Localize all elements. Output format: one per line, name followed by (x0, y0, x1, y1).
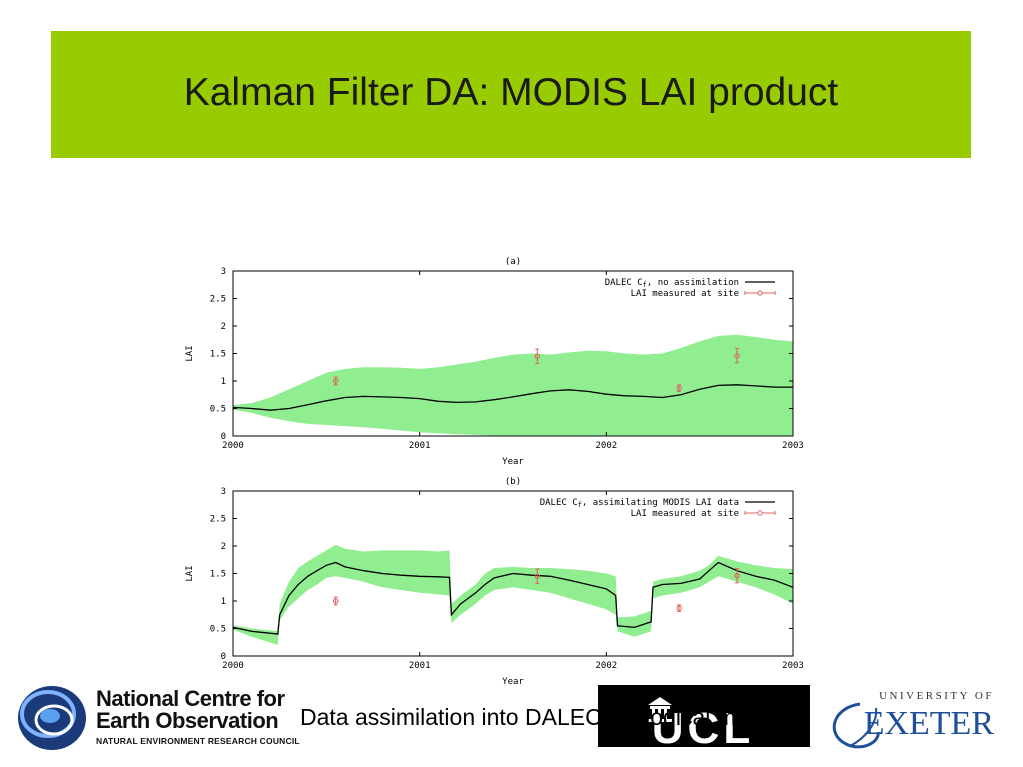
ucl-logo: UCL (598, 685, 810, 747)
nceo-wordmark: National Centre for Earth Observation NA… (96, 686, 300, 747)
nceo-line-1: National Centre for (96, 686, 285, 711)
x-tick-label: 2001 (409, 661, 431, 671)
legend-point-swatch (757, 290, 763, 296)
legend-label-measured: LAI measured at site (631, 509, 739, 519)
legend-model-suffix: , no assimilation (647, 278, 739, 288)
measured-point (734, 353, 740, 359)
legend-point-swatch (757, 510, 763, 516)
chart-title: (a) (505, 257, 521, 267)
title-banner: Kalman Filter DA: MODIS LAI product (51, 31, 971, 158)
y-tick-label: 0 (221, 432, 226, 442)
x-tick-label: 2002 (595, 441, 617, 451)
y-axis-label: LAI (185, 345, 195, 361)
y-tick-label: 2.5 (210, 515, 226, 525)
ucl-wordmark: UCL (652, 704, 754, 747)
y-axis-label: LAI (185, 565, 195, 581)
x-tick-label: 2001 (409, 441, 431, 451)
measured-point (332, 598, 339, 604)
uncertainty-band (233, 544, 793, 645)
uncertainty-band (233, 334, 793, 436)
x-tick-label: 2003 (782, 661, 804, 671)
y-tick-label: 1 (221, 377, 226, 387)
exeter-top-text: UNIVERSITY OF (879, 690, 994, 702)
y-tick-label: 1.5 (210, 570, 226, 580)
y-tick-label: 3 (221, 487, 226, 497)
measured-point (534, 573, 540, 579)
slide-title: Kalman Filter DA: MODIS LAI product (183, 71, 839, 114)
y-tick-label: 1.5 (210, 350, 226, 360)
x-axis-label: Year (502, 457, 524, 467)
x-tick-label: 2000 (222, 441, 244, 451)
x-tick-label: 2003 (782, 441, 804, 451)
measured-point (734, 573, 740, 579)
slide-caption: Data assimilation into DALEC ecological … (300, 704, 780, 730)
measured-point (534, 353, 540, 359)
measured-point (676, 385, 682, 391)
nceo-line-2: Earth Observation (96, 708, 279, 733)
legend-label-model: DALEC Cf, no assimilation (605, 278, 739, 289)
x-axis-label: Year (502, 677, 524, 687)
exeter-wordmark: EXETER (864, 705, 995, 742)
x-tick-label: 2002 (595, 661, 617, 671)
exeter-logo: UNIVERSITY OF EXETER (832, 690, 995, 749)
chart-panel-a: (a) 0 0.5 1 1.5 2 2.5 3 2000 2001 2002 2003 Year LAI D… (185, 257, 804, 467)
nceo-line-3: NATURAL ENVIRONMENT RESEARCH COUNCIL (96, 736, 300, 746)
legend-label-measured: LAI measured at site (631, 289, 739, 299)
measured-point (332, 378, 339, 384)
y-tick-label: 2 (221, 542, 226, 552)
y-tick-label: 2.5 (210, 295, 226, 305)
x-tick-label: 2000 (222, 661, 244, 671)
series-line (232, 561, 794, 635)
y-tick-label: 0.5 (210, 625, 226, 635)
legend-model-name: DALEC C (605, 278, 643, 288)
y-tick-label: 2 (221, 322, 226, 332)
y-tick-label: 1 (221, 597, 226, 607)
legend-model-name: DALEC C (540, 498, 578, 508)
lai-figure: (a) 0 0.5 1 1.5 2 2.5 3 2000 2001 2002 2003 Year LAI D… (185, 257, 804, 687)
legend-model-subscript: f (578, 501, 582, 509)
chart-title: (b) (505, 477, 521, 487)
chart-panel-b: (b) 0 0.5 1 1.5 2 2.5 3 2000 2001 2002 2003 Year LAI D… (185, 477, 804, 687)
legend-model-subscript: f (643, 281, 647, 289)
series-line (232, 384, 793, 411)
y-tick-label: 0.5 (210, 405, 226, 415)
nceo-swirl-logo (18, 686, 86, 750)
y-tick-label: 3 (221, 267, 226, 277)
measured-point (676, 605, 682, 611)
y-tick-label: 0 (221, 652, 226, 662)
legend-label-model: DALEC Cf, assimilating MODIS LAI data (540, 498, 739, 509)
legend-model-suffix: , assimilating MODIS LAI data (582, 498, 739, 508)
